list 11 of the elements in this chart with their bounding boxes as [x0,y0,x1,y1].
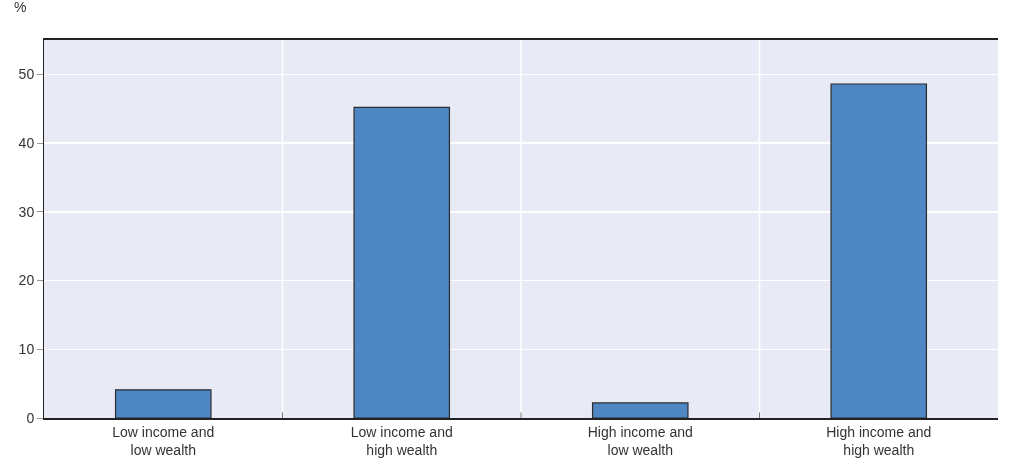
y-tick-label: 10 [18,341,35,358]
x-tick-label: Low income and high wealth [350,423,453,458]
x-tick-label: High income and low wealth [587,423,693,458]
y-tick-label: 20 [18,272,35,289]
y-axis-title: % [14,0,27,15]
y-tick-label: 30 [18,203,35,220]
y-tick-label: 40 [18,134,35,151]
y-tick-label: 50 [18,66,35,83]
y-tick-label: 0 [26,409,35,426]
x-tick-label: Low income and low wealth [112,423,215,458]
x-tick-label: High income and high wealth [826,423,932,458]
